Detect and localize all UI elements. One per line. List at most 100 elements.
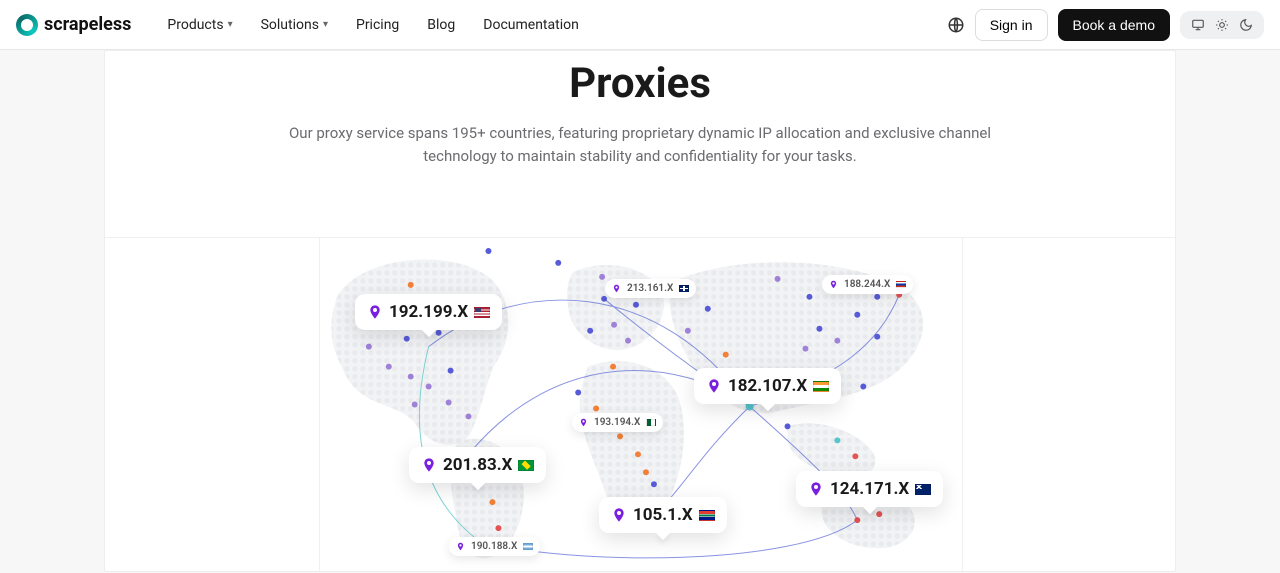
proxy-node (426, 384, 432, 390)
nav-blog-label: Blog (427, 17, 455, 33)
proxy-node (436, 330, 442, 336)
proxy-node (775, 276, 781, 282)
proxy-node (633, 302, 639, 308)
ip-text: 192.199.X (389, 302, 468, 322)
proxy-node (685, 328, 691, 334)
flag-icon (915, 484, 931, 495)
proxy-node (802, 346, 808, 352)
proxy-node (448, 368, 454, 374)
proxy-node (587, 328, 593, 334)
proxy-map: 192.199.X 201.83.X 182.107.X 124.171.X 105.1… (319, 237, 960, 571)
nav-blog[interactable]: Blog (427, 17, 455, 33)
proxy-node (635, 451, 641, 457)
ip-text: 213.161.X (627, 283, 673, 294)
proxy-node (466, 413, 472, 419)
flag-icon (896, 281, 906, 288)
flag-icon (518, 460, 534, 471)
proxy-node (834, 338, 840, 344)
proxy-node (806, 294, 812, 300)
proxy-node (404, 336, 410, 342)
ip-text: 193.194.X (594, 417, 640, 428)
proxy-node (610, 364, 616, 370)
proxy-node (816, 326, 822, 332)
proxy-node (485, 248, 491, 254)
proxy-node (625, 338, 631, 344)
ip-text: 124.171.X (830, 479, 909, 499)
proxy-node (785, 423, 791, 429)
proxy-node (723, 352, 729, 358)
ip-card: 188.244.X (822, 275, 913, 294)
proxy-node (705, 306, 711, 312)
nav-products[interactable]: Products ▾ (167, 17, 232, 33)
nav-products-label: Products (167, 17, 223, 33)
proxy-node (874, 294, 880, 300)
proxy-node (651, 481, 657, 487)
sun-icon[interactable] (1214, 17, 1230, 33)
proxy-node (366, 344, 372, 350)
ip-card: 193.194.X (572, 413, 663, 432)
theme-toggle (1180, 11, 1264, 39)
proxy-node (555, 260, 561, 266)
proxy-node (495, 525, 501, 531)
demo-label: Book a demo (1073, 17, 1156, 33)
proxy-node (408, 282, 414, 288)
globe-icon[interactable] (947, 16, 965, 34)
proxy-node (575, 390, 581, 396)
flag-icon (679, 285, 689, 292)
nav-pricing[interactable]: Pricing (356, 17, 399, 33)
ip-text: 188.244.X (844, 279, 890, 290)
monitor-icon[interactable] (1190, 17, 1206, 33)
logo[interactable]: scrapeless (16, 14, 131, 36)
nav-documentation[interactable]: Documentation (483, 17, 579, 33)
proxy-node (611, 322, 617, 328)
proxy-node (854, 312, 860, 318)
pin-icon (579, 418, 588, 427)
logo-mark-icon (16, 14, 38, 36)
proxy-node (412, 401, 418, 407)
proxy-node (643, 469, 649, 475)
pin-icon (706, 378, 722, 394)
page-title: Proxies (105, 59, 1175, 108)
pin-icon (367, 304, 383, 320)
ip-text: 201.83.X (443, 455, 512, 475)
moon-icon[interactable] (1238, 17, 1254, 33)
ip-text: 190.188.X (471, 541, 517, 552)
divider (962, 237, 963, 571)
proxy-node (834, 437, 840, 443)
ip-text: 182.107.X (728, 376, 807, 396)
nav-solutions-label: Solutions (261, 17, 319, 33)
signin-button[interactable]: Sign in (975, 9, 1048, 41)
flag-icon (474, 307, 490, 318)
nav-solutions[interactable]: Solutions ▾ (261, 17, 328, 33)
pin-icon (456, 542, 465, 551)
page-subtitle: Our proxy service spans 195+ countries, … (280, 122, 1000, 169)
proxies-card: Proxies Our proxy service spans 195+ cou… (104, 50, 1176, 572)
ip-card: 192.199.X (355, 294, 502, 330)
flag-icon (523, 543, 533, 550)
brand-name: scrapeless (44, 14, 131, 35)
ip-card: 213.161.X (605, 279, 696, 298)
ip-card: 124.171.X (796, 471, 943, 507)
ip-card: 190.188.X (449, 537, 540, 556)
proxy-node (386, 364, 392, 370)
proxy-node (617, 433, 623, 439)
chevron-down-icon: ▾ (323, 19, 328, 30)
signin-label: Sign in (990, 17, 1033, 33)
pin-icon (421, 457, 437, 473)
ip-card: 182.107.X (694, 368, 841, 404)
flag-icon (813, 381, 829, 392)
ip-card: 105.1.X (599, 497, 727, 533)
flag-icon (699, 510, 715, 521)
nav-pricing-label: Pricing (356, 17, 399, 33)
proxy-node (852, 453, 858, 459)
proxy-node (489, 499, 495, 505)
proxy-node (408, 374, 414, 380)
pin-icon (612, 284, 621, 293)
book-demo-button[interactable]: Book a demo (1058, 9, 1171, 41)
proxy-node (593, 405, 599, 411)
proxy-node (599, 274, 605, 280)
proxy-node (860, 384, 866, 390)
proxy-node (876, 511, 882, 517)
proxy-node (446, 399, 452, 405)
nav-documentation-label: Documentation (483, 17, 579, 33)
